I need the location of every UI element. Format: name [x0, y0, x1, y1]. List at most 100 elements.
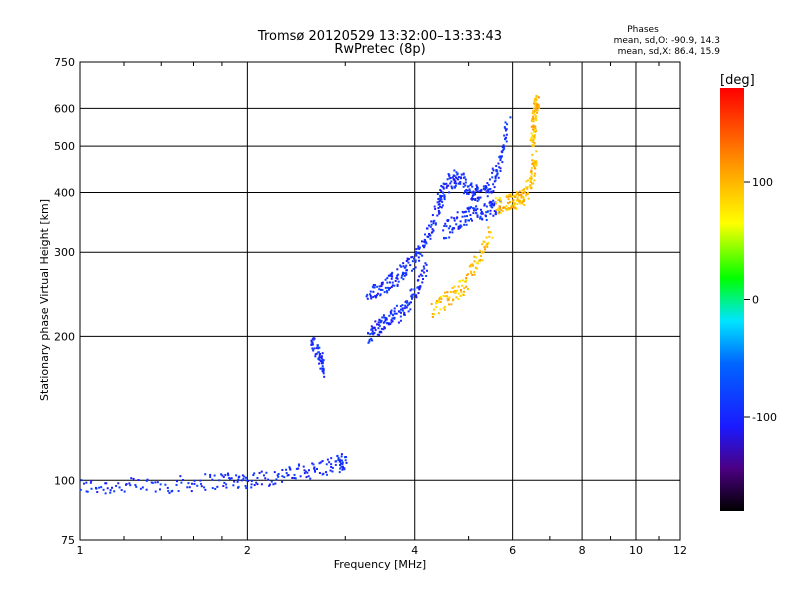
echo-point	[441, 204, 444, 207]
echo-point	[188, 486, 191, 489]
echo-point	[443, 224, 446, 227]
echo-point	[453, 227, 456, 230]
echo-point	[510, 206, 513, 209]
echo-point	[211, 478, 214, 481]
echo-point	[430, 303, 433, 306]
echo-point	[461, 284, 464, 287]
echo-point	[106, 487, 109, 490]
echo-point	[497, 212, 500, 215]
echo-point	[471, 263, 474, 266]
echo-point	[531, 112, 534, 115]
echo-point	[137, 479, 140, 482]
echo-point	[505, 136, 508, 139]
echo-point	[482, 250, 485, 253]
echo-point	[256, 476, 259, 479]
echo-point	[475, 184, 478, 187]
echo-point	[459, 220, 462, 223]
echo-point	[312, 337, 315, 340]
echo-point	[320, 355, 323, 358]
echo-point	[487, 183, 490, 186]
echo-point	[326, 458, 329, 461]
echo-point	[467, 210, 470, 213]
colorbar-tick-label: 100	[752, 176, 773, 189]
echo-point	[134, 484, 137, 487]
echo-point	[307, 469, 310, 472]
echo-point	[311, 343, 314, 346]
echo-point	[421, 274, 424, 277]
echo-point	[390, 309, 393, 312]
echo-point	[416, 286, 419, 289]
echo-point	[401, 271, 404, 274]
echo-point	[533, 137, 536, 140]
echo-point	[438, 297, 441, 300]
echo-point	[186, 486, 189, 489]
echo-point	[400, 265, 403, 268]
echo-point	[464, 219, 467, 222]
echo-point	[213, 474, 216, 477]
echo-point	[526, 186, 529, 189]
echo-point	[434, 223, 437, 226]
echo-point	[479, 249, 482, 252]
echo-point	[154, 490, 157, 493]
echo-point	[429, 237, 432, 240]
echo-point	[380, 331, 383, 334]
echo-point	[462, 185, 465, 188]
echo-point	[502, 149, 505, 152]
echo-point	[414, 261, 417, 264]
echo-point	[510, 204, 513, 207]
echo-point	[514, 207, 517, 210]
echo-point	[527, 197, 530, 200]
echo-point	[330, 466, 333, 469]
echo-point	[265, 471, 268, 474]
echo-point	[230, 477, 233, 480]
echo-point	[533, 167, 536, 170]
echo-point	[399, 315, 402, 318]
echo-point	[440, 206, 443, 209]
echo-point	[512, 194, 515, 197]
echo-point	[487, 189, 490, 192]
echo-point	[171, 489, 174, 492]
echo-point	[175, 483, 178, 486]
echo-point	[486, 242, 489, 245]
echo-point	[418, 275, 421, 278]
echo-point	[474, 266, 477, 269]
echo-point	[536, 111, 539, 114]
echo-point	[415, 254, 418, 257]
echo-point	[433, 205, 436, 208]
echo-point	[98, 486, 101, 489]
echo-point	[489, 209, 492, 212]
echo-point	[321, 360, 324, 363]
echo-point	[499, 211, 502, 214]
echo-point	[387, 323, 390, 326]
echo-point	[425, 227, 428, 230]
echo-point	[534, 128, 537, 131]
echo-point	[505, 194, 508, 197]
echo-point	[435, 301, 438, 304]
echo-point	[476, 207, 479, 210]
echo-point	[297, 467, 300, 470]
echo-point	[424, 233, 427, 236]
echo-point	[154, 481, 157, 484]
echo-point	[495, 165, 498, 168]
echo-point	[439, 301, 442, 304]
echo-point	[393, 312, 396, 315]
echo-point	[437, 209, 440, 212]
echo-point	[415, 253, 418, 256]
echo-point	[470, 191, 473, 194]
echo-point	[479, 208, 482, 211]
echo-point	[423, 244, 426, 247]
echo-point	[498, 207, 501, 210]
echo-point	[487, 226, 490, 229]
echo-point	[109, 491, 112, 494]
echo-point	[446, 219, 449, 222]
echo-point	[423, 246, 426, 249]
echo-point	[389, 287, 392, 290]
echo-point	[390, 286, 393, 289]
echo-point	[260, 470, 263, 473]
echo-point	[232, 484, 235, 487]
echo-point	[302, 465, 305, 468]
echo-point	[336, 454, 339, 457]
echo-point	[334, 463, 337, 466]
echo-point	[263, 474, 266, 477]
echo-point	[447, 227, 450, 230]
